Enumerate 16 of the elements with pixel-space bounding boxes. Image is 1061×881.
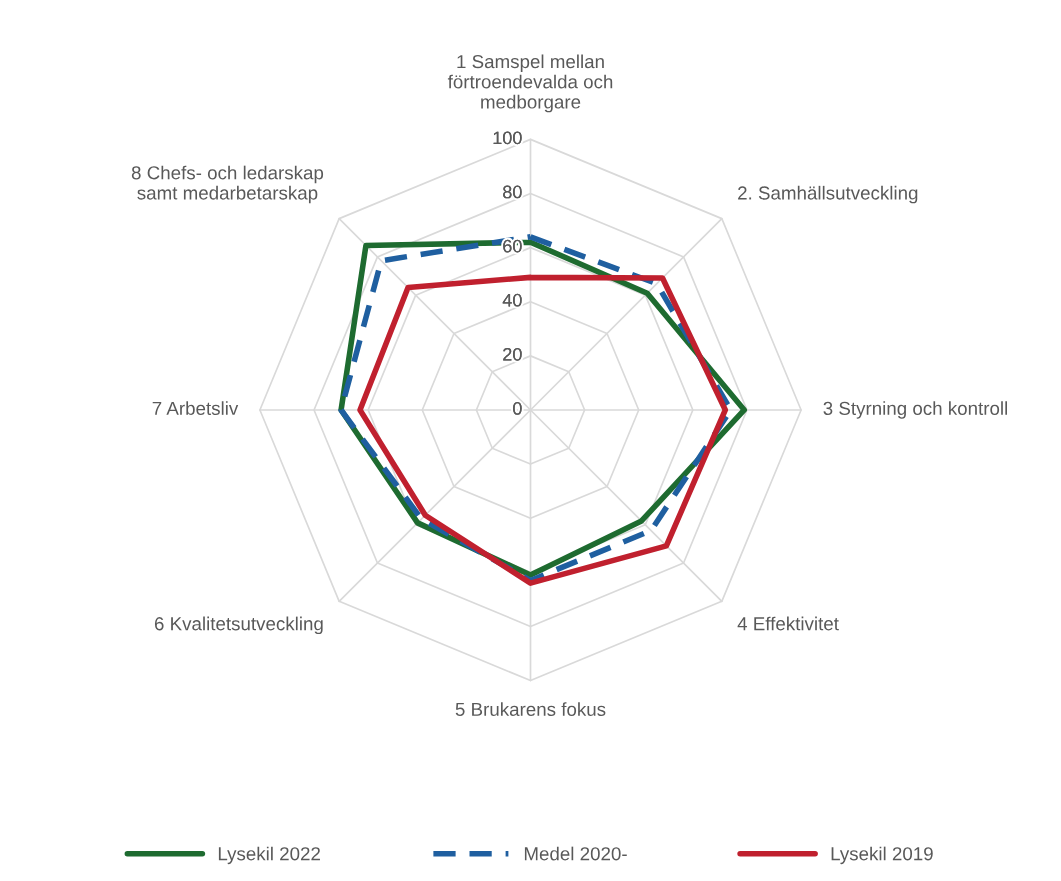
y-tick-label: 20: [503, 347, 522, 361]
spoke-label: 8 Chefs- och ledarskap samt medarbetarskap: [131, 165, 324, 204]
spoke-label: 7 Arbetsliv: [152, 401, 239, 416]
spoke-label: 1 Samspel mellan förtroendevalda och medborgare: [447, 54, 613, 113]
legend-label: Medel 2020-: [524, 846, 627, 861]
legend-label: Lysekil 2022: [218, 846, 320, 865]
spoke-label: 4 Effektivitet: [737, 616, 839, 631]
y-tick-label: 0: [513, 402, 522, 415]
y-tick-label: 80: [503, 185, 522, 199]
spoke-label: 2. Samhällsutveckling: [738, 185, 918, 204]
spoke-label: 6 Kvalitetsutveckling: [154, 616, 323, 635]
spoke-label: 3 Styrning och kontroll: [823, 401, 1007, 419]
y-tick-label: 100: [493, 131, 522, 145]
spoke-label: 5 Brukarens fokus: [455, 702, 606, 716]
legend-label: Lysekil 2019: [831, 846, 933, 865]
y-tick-label: 40: [502, 293, 522, 307]
